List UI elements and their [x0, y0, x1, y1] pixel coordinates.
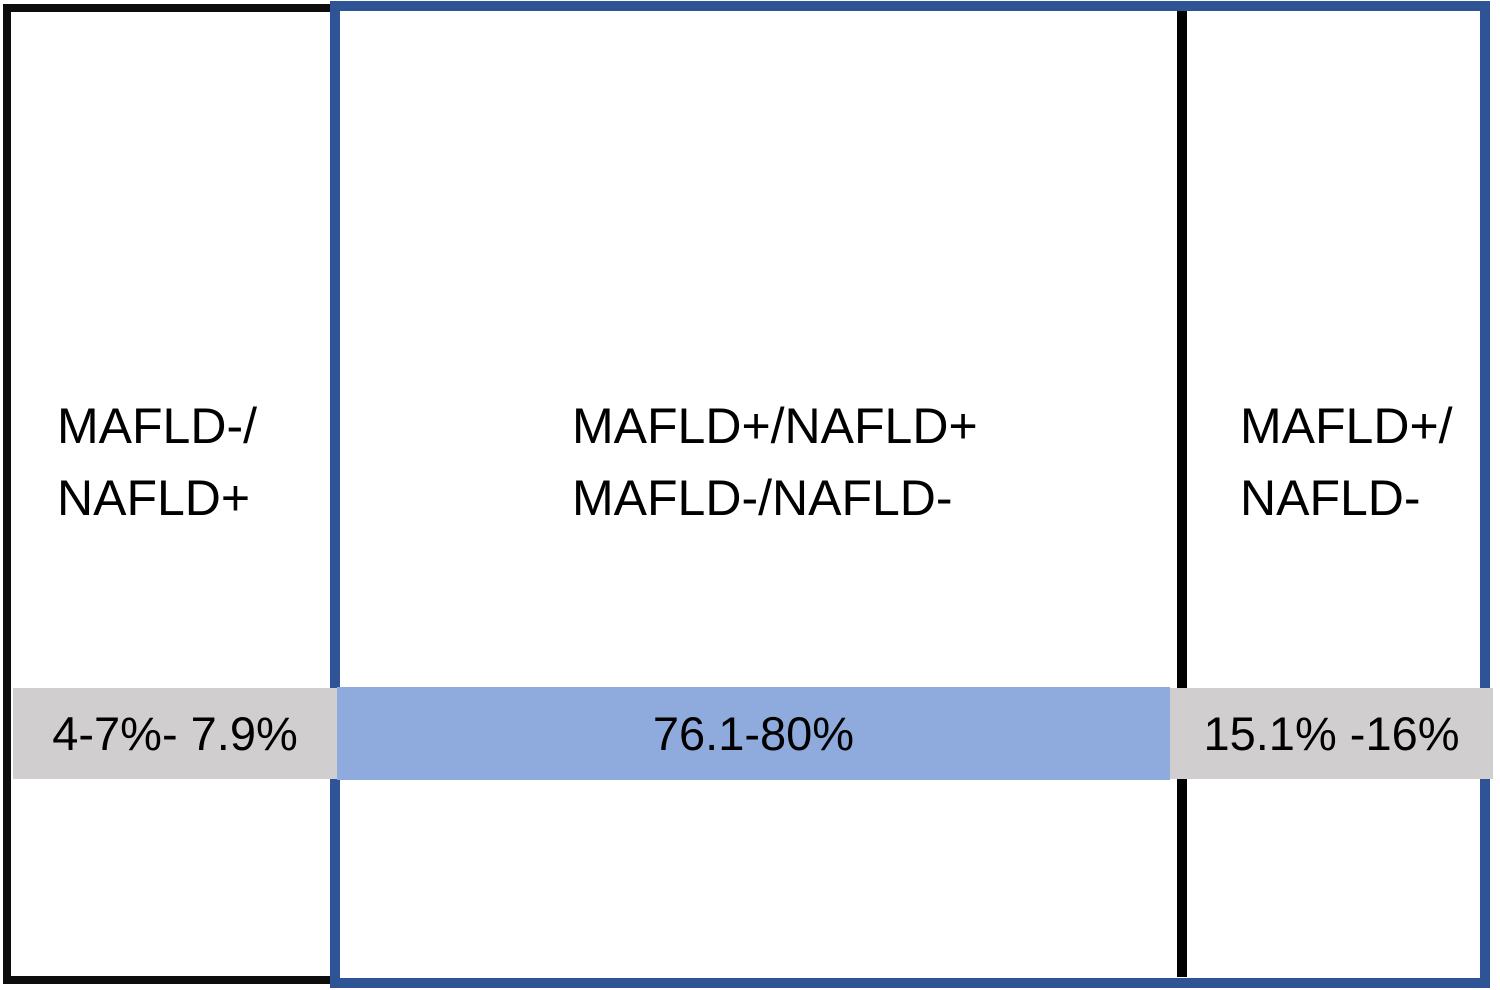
middle-percentage-band: 76.1-80%: [337, 687, 1170, 780]
left-panel-label: MAFLD-/ NAFLD+: [57, 390, 257, 534]
left-panel-label-line1: MAFLD-/: [57, 398, 257, 454]
right-percentage-band: 15.1% -16%: [1170, 688, 1493, 779]
right-panel-label: MAFLD+/ NAFLD-: [1240, 390, 1453, 534]
left-panel-box: [3, 4, 333, 984]
left-panel-label-line2: NAFLD+: [57, 470, 251, 526]
right-panel-label-line2: NAFLD-: [1240, 470, 1421, 526]
middle-right-panel-box: [330, 1, 1490, 988]
left-percentage-value: 4-7%- 7.9%: [52, 707, 298, 760]
middle-percentage-value: 76.1-80%: [652, 707, 855, 760]
middle-right-divider-line: [1177, 11, 1187, 977]
middle-panel-label: MAFLD+/NAFLD+ MAFLD-/NAFLD-: [572, 390, 978, 534]
middle-panel-label-line2: MAFLD-/NAFLD-: [572, 470, 953, 526]
right-panel-label-line1: MAFLD+/: [1240, 398, 1453, 454]
middle-panel-label-line1: MAFLD+/NAFLD+: [572, 398, 978, 454]
left-percentage-band: 4-7%- 7.9%: [13, 688, 337, 779]
right-percentage-value: 15.1% -16%: [1203, 707, 1460, 760]
